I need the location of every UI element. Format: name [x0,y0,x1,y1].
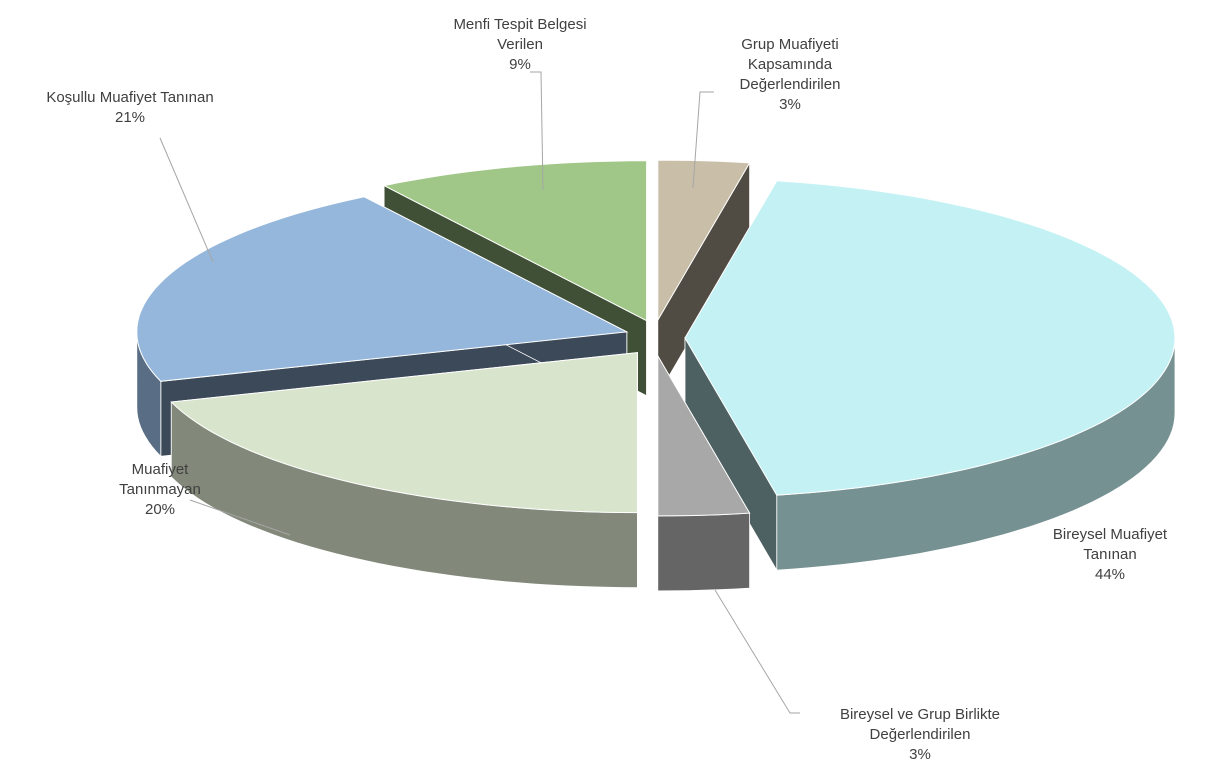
slice [657,354,751,517]
leader-line [159,137,214,263]
value-label: 20% [144,501,176,518]
data-label: Koşullu Muafiyet Tanınan 21% [0,88,265,128]
slice [136,196,629,382]
data-label: Menfi Tespit Belgesi Verilen 9% [430,15,610,75]
value-label: 3% [779,96,801,113]
data-label: Bireysel ve Grup Birlikte Değerlendirile… [805,705,1035,765]
leader-line [692,91,714,189]
slice-outer-side [657,512,750,592]
category-label: Menfi Tespit Belgesi Verilen [453,16,587,53]
slice [684,180,1176,496]
value-label: 3% [909,746,931,763]
value-label: 21% [114,109,146,126]
data-label: Muafiyet Tanınmayan 20% [95,460,225,520]
leader-line [530,71,544,191]
slice [657,159,751,322]
category-label: Grup Muafiyeti Kapsamında Değerlendirile… [739,36,841,93]
category-label: Bireysel Muafiyet Tanınan [1052,526,1168,563]
slice [170,352,638,514]
leader-line [189,499,291,536]
category-label: Koşullu Muafiyet Tanınan [46,89,214,106]
data-label: Bireysel Muafiyet Tanınan 44% [1025,525,1195,585]
leader-line [714,589,800,714]
value-label: 9% [509,56,531,73]
data-label: Grup Muafiyeti Kapsamında Değerlendirile… [705,35,875,115]
slice [382,160,648,322]
value-label: 44% [1094,566,1126,583]
category-label: Bireysel ve Grup Birlikte Değerlendirile… [839,706,1001,743]
category-label: Muafiyet Tanınmayan [119,461,201,498]
